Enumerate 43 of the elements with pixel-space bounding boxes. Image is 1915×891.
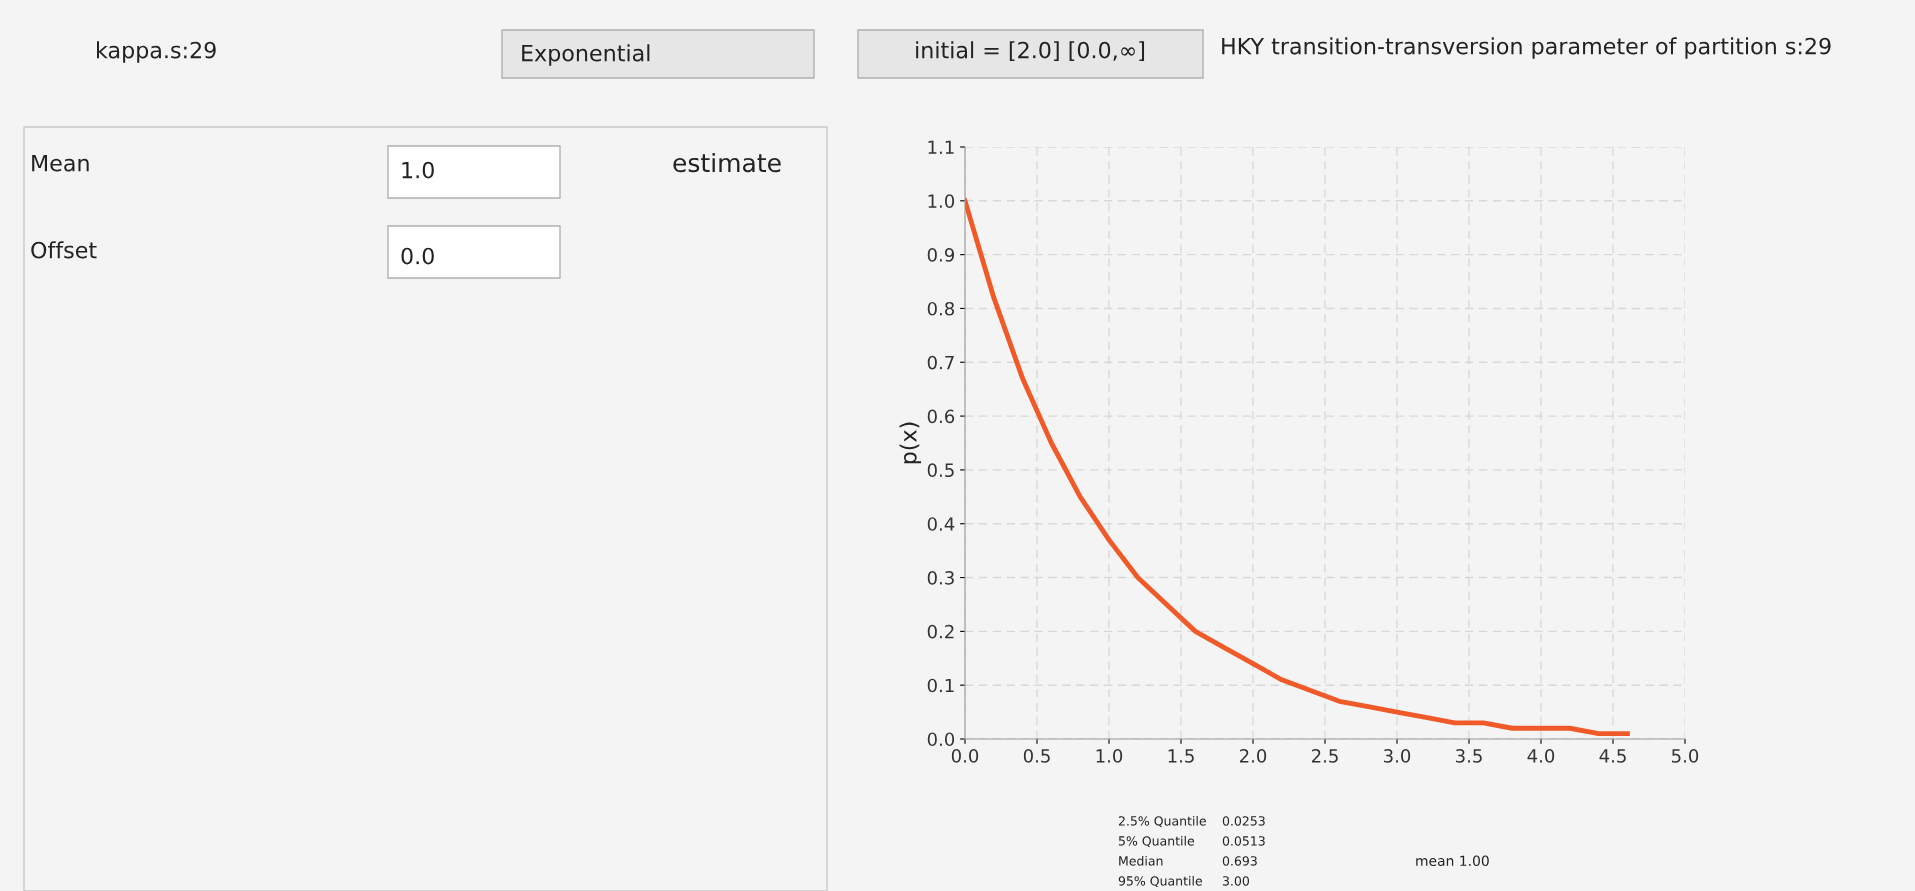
x-tick-label: 0.5 <box>1023 749 1050 763</box>
y-tick-label: 1.0 <box>928 194 955 208</box>
text: mean 1.00 <box>1416 855 1489 867</box>
y-tick-label: 0.4 <box>927 517 955 531</box>
y-axis-title: p(x) <box>899 422 922 464</box>
x-tick-label: 3.5 <box>1456 749 1482 763</box>
text: estimate <box>673 152 781 173</box>
text: Median <box>1119 855 1163 866</box>
text: 5% Quantile <box>1118 835 1195 848</box>
y-tick-label: 0.7 <box>927 355 954 370</box>
y-tick-label: 1.1 <box>928 140 954 154</box>
text: 1.0 <box>402 161 434 179</box>
x-tick-label: 1.5 <box>1168 749 1194 763</box>
text: 0.0 <box>401 247 434 265</box>
y-tick-label: 0.6 <box>927 409 955 424</box>
y-tick-label: 0.5 <box>927 463 954 478</box>
text: 2.5% Quantile <box>1118 815 1206 828</box>
x-tick-label: 5.0 <box>1672 749 1699 763</box>
x-tick-label: 2.5 <box>1311 749 1338 763</box>
y-tick-label: 0.8 <box>927 301 955 316</box>
text: 3.00 <box>1222 876 1249 886</box>
text: 0.0253 <box>1222 816 1265 826</box>
y-tick-label: 0.0 <box>927 732 955 747</box>
text: Offset <box>31 241 97 259</box>
text: 0.693 <box>1222 856 1257 866</box>
y-tick-label: 0.1 <box>927 678 954 693</box>
x-tick-label: 1.0 <box>1096 749 1123 763</box>
y-tick-label: 0.3 <box>927 571 954 585</box>
y-tick-label: 0.2 <box>927 624 954 639</box>
text: initial = [2.0] [0.0,∞] <box>916 41 1145 62</box>
line-series <box>965 198 1630 737</box>
x-tick-label: 2.0 <box>1239 749 1267 763</box>
text: HKY transition-transversion parameter of partition s:29 <box>1222 37 1831 59</box>
text: Exponential <box>522 44 650 66</box>
text: kappa.s:29 <box>97 41 216 63</box>
x-tick-label: 0.0 <box>951 749 979 763</box>
text: 95% Quantile <box>1118 875 1202 888</box>
text: 0.0513 <box>1222 836 1265 846</box>
x-tick-label: 3.0 <box>1384 749 1411 763</box>
x-tick-label: 4.0 <box>1527 749 1555 763</box>
x-tick-label: 4.5 <box>1599 749 1626 763</box>
text: Mean <box>32 154 89 172</box>
y-tick-label: 0.9 <box>927 248 955 262</box>
